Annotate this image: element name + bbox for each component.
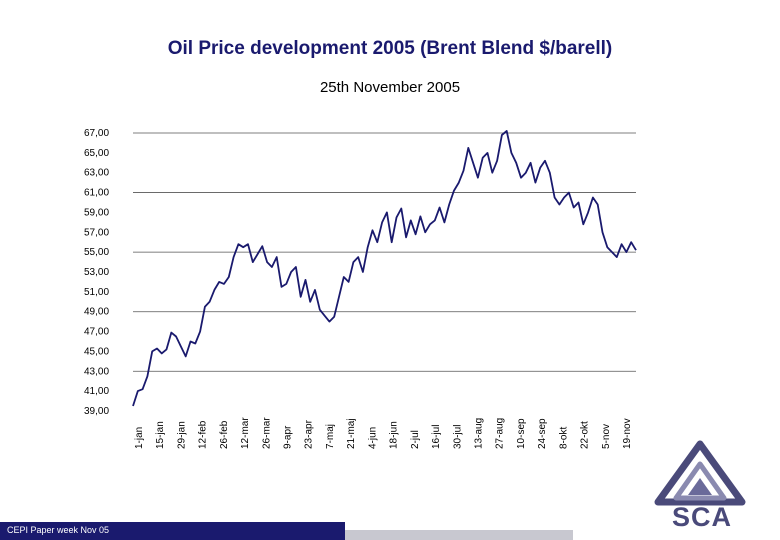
footer-bar xyxy=(0,522,345,540)
y-tick-label: 43,00 xyxy=(84,366,109,377)
series-line-brent-blend xyxy=(132,130,637,407)
x-tick-label: 8-okt xyxy=(558,427,569,449)
y-tick-label: 59,00 xyxy=(84,207,109,218)
x-tick-label: 13-aug xyxy=(473,418,484,449)
x-tick-label: 9-apr xyxy=(283,425,294,449)
chart-subtitle: 25th November 2005 xyxy=(319,79,461,96)
footer-accent-bar xyxy=(345,530,573,540)
x-tick-label: 27-aug xyxy=(495,418,506,449)
y-axis-ticks: 67,00 65,00 63,00 61,00 59,00 57,00 55,00 53,00… xyxy=(84,128,109,417)
y-tick-label: 57,00 xyxy=(84,227,109,238)
x-tick-label: 19-nov xyxy=(622,418,633,449)
x-tick-label: 24-sep xyxy=(537,418,548,449)
y-tick-label: 39,00 xyxy=(84,406,109,417)
oil-price-chart: 67,00 65,00 63,00 61,00 59,00 57,00 55,00 53,00… xyxy=(84,128,637,449)
sca-logo-icon xyxy=(654,440,746,506)
y-tick-label: 63,00 xyxy=(84,168,109,179)
x-tick-label: 22-okt xyxy=(580,421,591,449)
x-tick-label: 23-apr xyxy=(304,419,315,449)
x-tick-label: 4-jun xyxy=(367,427,378,449)
x-tick-label: 12-mar xyxy=(240,417,251,449)
y-tick-label: 41,00 xyxy=(84,386,109,397)
x-tick-label: 21-maj xyxy=(346,418,357,449)
logo-text: SCA xyxy=(671,502,732,532)
x-tick-label: 10-sep xyxy=(516,418,527,449)
y-tick-label: 47,00 xyxy=(84,327,109,338)
x-tick-label: 26-mar xyxy=(261,417,272,449)
y-tick-label: 53,00 xyxy=(84,267,109,278)
x-tick-label: 5-nov xyxy=(601,424,612,449)
x-tick-label: 16-jul xyxy=(431,425,442,449)
y-tick-label: 49,00 xyxy=(84,307,109,318)
x-tick-label: 30-jul xyxy=(452,425,463,449)
chart-title: Oil Price development 2005 (Brent Blend … xyxy=(167,38,613,59)
x-tick-label: 2-jul xyxy=(410,430,421,449)
x-tick-label: 7-maj xyxy=(325,424,336,449)
x-tick-label: 29-jan xyxy=(176,421,187,449)
footer-text: CEPI Paper week Nov 05 xyxy=(7,525,110,535)
x-tick-label: 1-jan xyxy=(134,427,145,449)
x-tick-label: 12-feb xyxy=(198,420,209,449)
gridlines xyxy=(133,132,636,372)
y-tick-label: 51,00 xyxy=(84,287,109,298)
y-tick-label: 65,00 xyxy=(84,148,109,159)
y-tick-label: 55,00 xyxy=(84,247,109,258)
x-tick-label: 15-jan xyxy=(155,421,166,449)
series-layer xyxy=(132,130,637,407)
x-axis-ticks: 1-jan 15-jan 29-jan 12-feb 26-feb 12-mar 26-ma… xyxy=(134,417,633,449)
y-tick-label: 67,00 xyxy=(84,128,109,139)
x-tick-label: 26-feb xyxy=(219,420,230,449)
x-tick-label: 18-jun xyxy=(389,421,400,449)
y-tick-label: 45,00 xyxy=(84,346,109,357)
y-tick-label: 61,00 xyxy=(84,188,109,199)
